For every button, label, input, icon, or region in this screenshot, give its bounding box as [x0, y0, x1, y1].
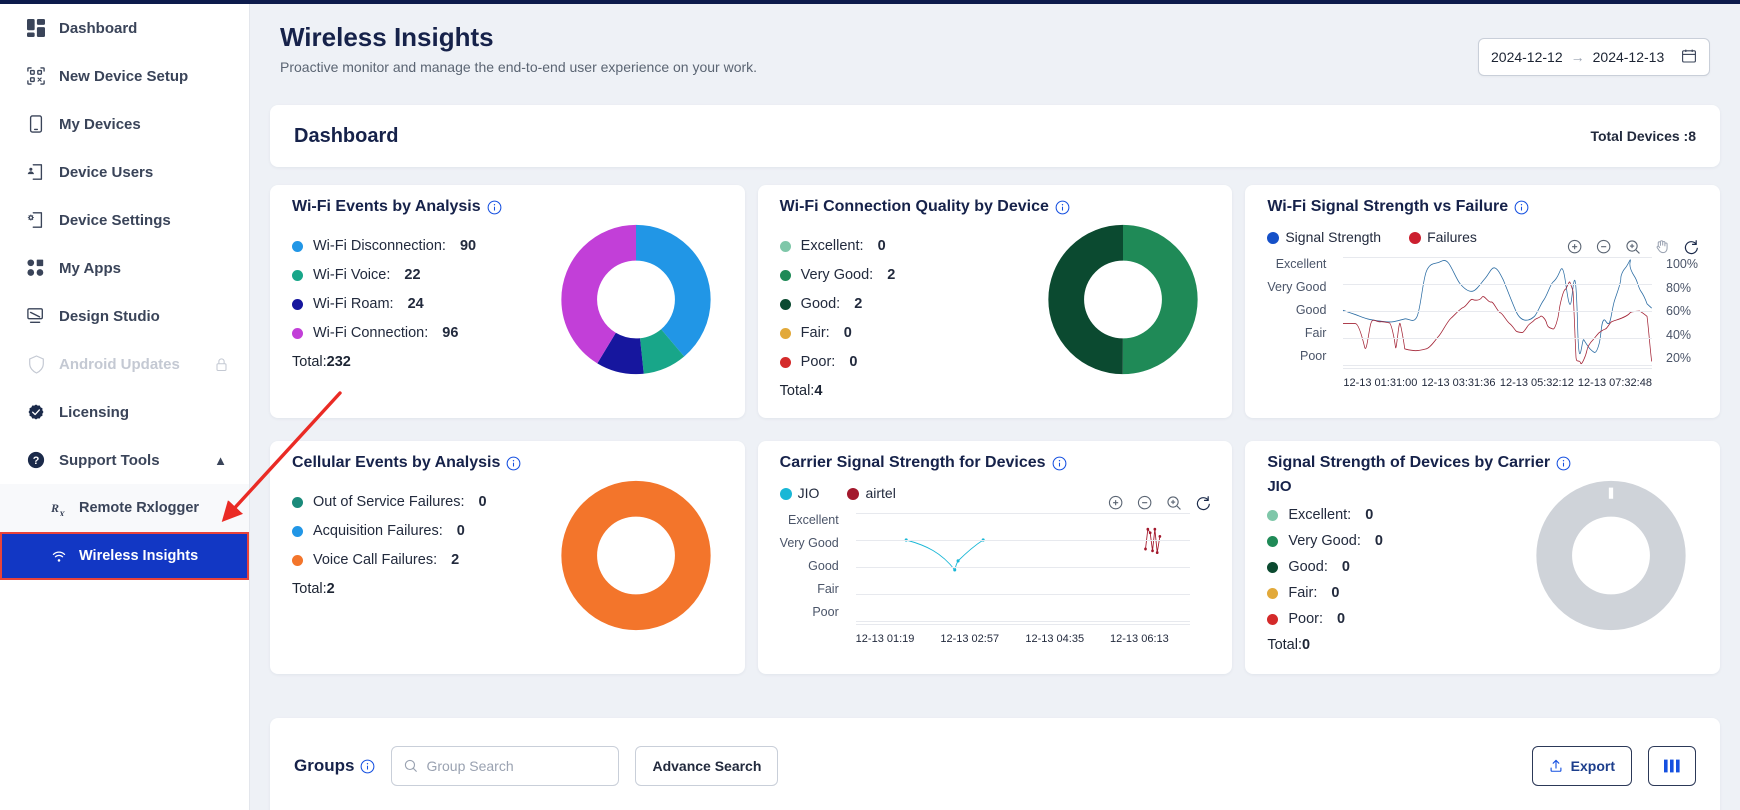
svg-text:RX: RX [51, 501, 66, 516]
svg-text:?: ? [33, 455, 40, 467]
